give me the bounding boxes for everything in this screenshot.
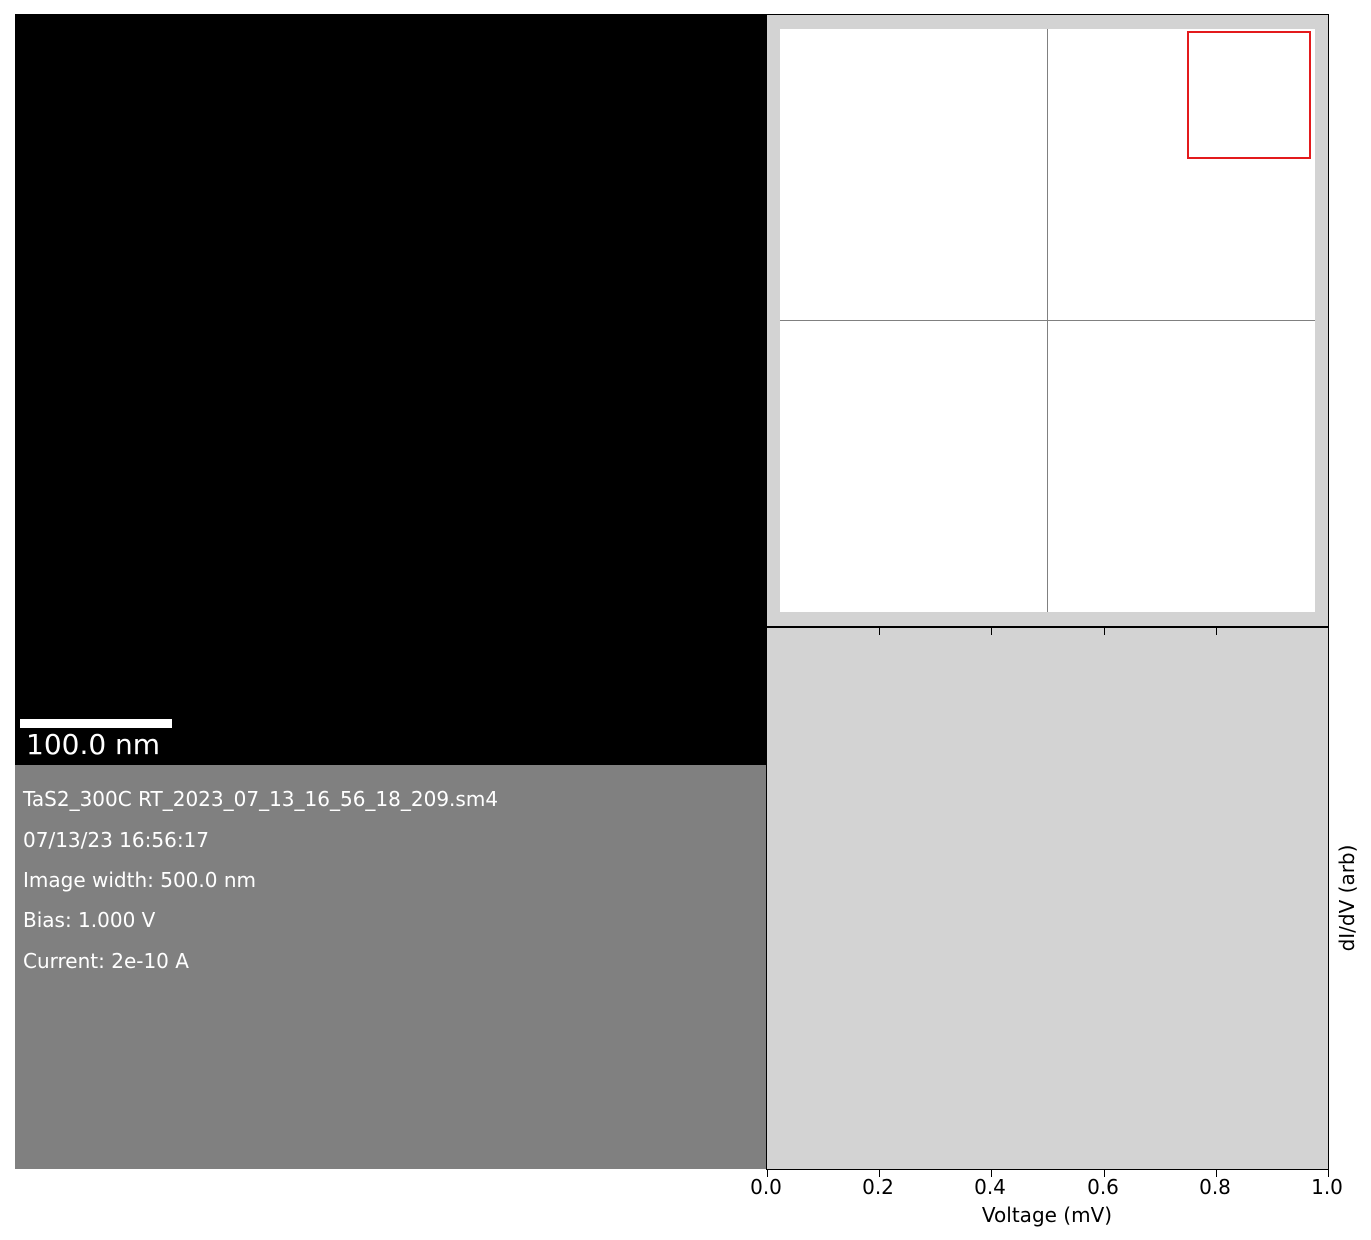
x-tick-bottom	[879, 1170, 880, 1177]
bias-text: Bias: 1.000 V	[23, 908, 156, 932]
x-tick-top	[1216, 628, 1217, 635]
filename-text: TaS2_300C RT_2023_07_13_16_56_18_209.sm4	[23, 787, 499, 811]
image-width-text: Image width: 500.0 nm	[23, 868, 256, 892]
x-axis-label: Voltage (mV)	[981, 1203, 1113, 1227]
x-tick-label: 0.4	[974, 1175, 1006, 1199]
x-tick-top	[1104, 628, 1105, 635]
y-axis-label: dI/dV (arb)	[1335, 844, 1359, 952]
x-tick-label: 0.0	[750, 1175, 782, 1199]
x-tick-label: 0.6	[1087, 1175, 1119, 1199]
current-text: Current: 2e-10 A	[23, 949, 189, 973]
roi-selection-box[interactable]	[1187, 31, 1311, 159]
x-tick-bottom	[1328, 1170, 1329, 1177]
navigator-panel[interactable]	[766, 14, 1329, 627]
spectrum-plot-area	[766, 627, 1329, 1177]
x-tick-top	[991, 628, 992, 635]
x-tick-top	[879, 628, 880, 635]
scan-info-panel: TaS2_300C RT_2023_07_13_16_56_18_209.sm4…	[15, 765, 766, 1169]
scale-bar	[20, 719, 172, 728]
timestamp-text: 07/13/23 16:56:17	[23, 828, 210, 852]
x-tick-label: 1.0	[1311, 1175, 1343, 1199]
crosshair-horizontal[interactable]	[780, 320, 1315, 321]
x-tick-bottom	[1216, 1170, 1217, 1177]
x-tick-bottom	[1104, 1170, 1105, 1177]
scale-bar-label: 100.0 nm	[26, 728, 161, 761]
x-tick-bottom	[991, 1170, 992, 1177]
stm-topography-image: 100.0 nm	[15, 14, 766, 765]
navigator-map[interactable]	[780, 29, 1315, 612]
x-tick-bottom	[767, 1170, 768, 1177]
x-tick-label: 0.2	[862, 1175, 894, 1199]
x-tick-label: 0.8	[1199, 1175, 1231, 1199]
